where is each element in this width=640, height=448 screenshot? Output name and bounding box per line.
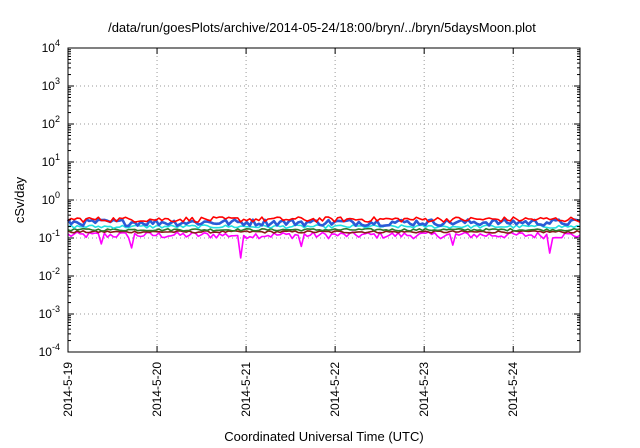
x-tick-label: 2014-5-20 xyxy=(150,362,164,417)
y-tick-label: 102 xyxy=(42,114,60,131)
y-tick-label: 10-3 xyxy=(39,304,60,321)
x-tick-label: 2014-5-19 xyxy=(61,362,75,417)
x-tick-label: 2014-5-24 xyxy=(506,362,520,417)
y-tick-label: 104 xyxy=(42,38,60,55)
chart-title: /data/run/goesPlots/archive/2014-05-24/1… xyxy=(108,20,536,35)
series-line xyxy=(67,216,581,223)
series-layer xyxy=(66,216,581,259)
x-axis-ticks: 2014-5-19 2014-5-20 2014-5-21 2014-5-22 2014… xyxy=(61,48,520,417)
series-line xyxy=(67,230,581,234)
y-axis-ticks: 104 103 102 101 100 10-1 10-2 10-3 10-4 xyxy=(39,38,580,359)
y-tick-label: 103 xyxy=(42,76,60,93)
y-axis-label: cSv/day xyxy=(12,176,27,223)
x-tick-label: 2014-5-21 xyxy=(239,362,253,417)
x-tick-label: 2014-5-22 xyxy=(328,362,342,417)
series-line xyxy=(66,218,581,228)
x-tick-label: 2014-5-23 xyxy=(417,362,431,417)
y-tick-label: 10-2 xyxy=(39,266,60,283)
series-line xyxy=(67,224,581,230)
series-line xyxy=(67,231,581,259)
y-tick-label: 10-4 xyxy=(39,342,60,359)
y-tick-label: 10-1 xyxy=(39,228,60,245)
x-axis-label: Coordinated Universal Time (UTC) xyxy=(224,429,423,444)
grid-lines xyxy=(68,48,580,352)
y-tick-label: 101 xyxy=(42,152,60,169)
series-line xyxy=(67,227,581,232)
y-tick-label: 100 xyxy=(42,190,60,207)
